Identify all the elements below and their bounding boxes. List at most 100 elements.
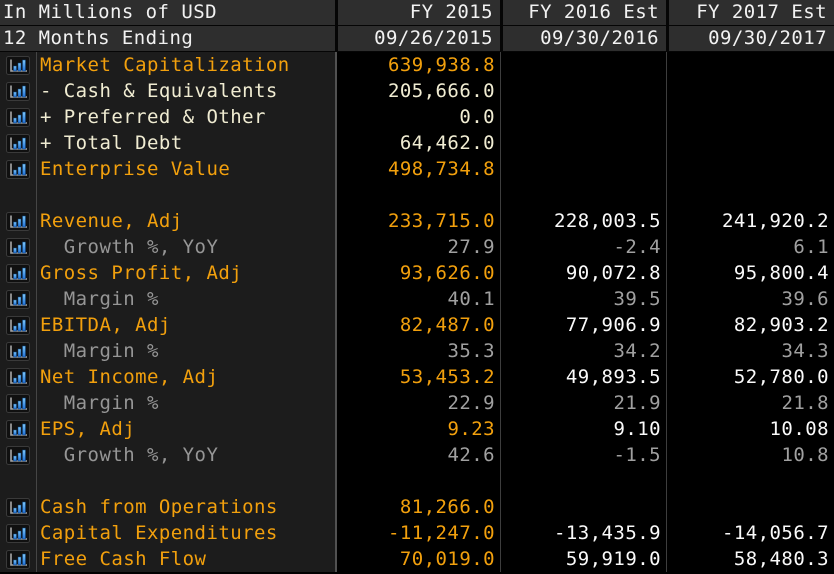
- row-label[interactable]: Revenue, Adj: [36, 208, 335, 234]
- row-label[interactable]: EPS, Adj: [36, 416, 335, 442]
- cell-fy2017-est: [666, 494, 834, 520]
- cell-fy2015: [335, 468, 500, 494]
- cell-fy2017-est: [666, 104, 834, 130]
- spacer-row: [0, 182, 834, 208]
- table-row: Free Cash Flow 70,019.0 59,919.0 58,480.3: [0, 546, 834, 572]
- row-label[interactable]: Market Capitalization: [36, 52, 335, 78]
- cell-fy2016-est: [500, 104, 666, 130]
- cell-fy2015: 70,019.0: [335, 546, 500, 572]
- bar-chart-icon[interactable]: [0, 494, 36, 520]
- cell-fy2015: 27.9: [335, 234, 500, 260]
- cell-fy2017-est: 10.08: [666, 416, 834, 442]
- header-date-fy2015[interactable]: 09/26/2015: [335, 26, 500, 52]
- row-label[interactable]: Net Income, Adj: [36, 364, 335, 390]
- table-row: Gross Profit, Adj 93,626.0 90,072.8 95,800.…: [0, 260, 834, 286]
- cell-fy2016-est: -1.5: [500, 442, 666, 468]
- header-date-fy2016[interactable]: 09/30/2016: [500, 26, 666, 52]
- cell-fy2015: 40.1: [335, 286, 500, 312]
- bar-chart-icon[interactable]: [0, 260, 36, 286]
- cell-fy2017-est: 241,920.2: [666, 208, 834, 234]
- bar-chart-icon[interactable]: [0, 286, 36, 312]
- header-period-fy2016-est[interactable]: FY 2016 Est: [500, 0, 666, 26]
- cell-fy2015: 0.0: [335, 104, 500, 130]
- cell-fy2017-est: [666, 52, 834, 78]
- cell-fy2016-est: 228,003.5: [500, 208, 666, 234]
- icon-cell-empty: [0, 468, 36, 494]
- row-label: [36, 468, 335, 494]
- cell-fy2017-est: 58,480.3: [666, 546, 834, 572]
- cell-fy2017-est: [666, 130, 834, 156]
- table-row: Capital Expenditures -11,247.0 -13,435.9 -1…: [0, 520, 834, 546]
- bar-chart-icon[interactable]: [0, 130, 36, 156]
- row-label: [36, 182, 335, 208]
- spacer-row: [0, 468, 834, 494]
- table-row: Revenue, Adj 233,715.0 228,003.5 241,920.2: [0, 208, 834, 234]
- header-period-row: In Millions of USD FY 2015 FY 2016 Est F…: [0, 0, 834, 26]
- bar-chart-icon[interactable]: [0, 520, 36, 546]
- cell-fy2015: 82,487.0: [335, 312, 500, 338]
- months-ending-label: 12 Months Ending: [0, 26, 335, 52]
- table-row: Cash from Operations 81,266.0: [0, 494, 834, 520]
- row-label[interactable]: Free Cash Flow: [36, 546, 335, 572]
- bar-chart-icon[interactable]: [0, 156, 36, 182]
- row-label[interactable]: Capital Expenditures: [36, 520, 335, 546]
- bar-chart-icon[interactable]: [0, 78, 36, 104]
- table-row: Margin % 35.3 34.2 34.3: [0, 338, 834, 364]
- row-label[interactable]: + Preferred & Other: [36, 104, 335, 130]
- cell-fy2016-est: 59,919.0: [500, 546, 666, 572]
- cell-fy2015: 81,266.0: [335, 494, 500, 520]
- row-label[interactable]: Cash from Operations: [36, 494, 335, 520]
- cell-fy2017-est: [666, 468, 834, 494]
- bar-chart-icon[interactable]: [0, 104, 36, 130]
- bar-chart-icon[interactable]: [0, 338, 36, 364]
- row-label[interactable]: Growth %, YoY: [36, 234, 335, 260]
- bar-chart-icon[interactable]: [0, 546, 36, 572]
- row-label[interactable]: + Total Debt: [36, 130, 335, 156]
- table-body: Market Capitalization 639,938.8- Cash & E…: [0, 52, 834, 572]
- header-period-fy2017-est[interactable]: FY 2017 Est: [666, 0, 834, 26]
- bar-chart-icon[interactable]: [0, 442, 36, 468]
- cell-fy2016-est: [500, 494, 666, 520]
- bar-chart-icon[interactable]: [0, 52, 36, 78]
- cell-fy2015: 233,715.0: [335, 208, 500, 234]
- row-label[interactable]: Enterprise Value: [36, 156, 335, 182]
- row-label[interactable]: - Cash & Equivalents: [36, 78, 335, 104]
- cell-fy2015: 205,666.0: [335, 78, 500, 104]
- table-row: + Preferred & Other 0.0: [0, 104, 834, 130]
- bar-chart-icon[interactable]: [0, 234, 36, 260]
- header-date-row: 12 Months Ending 09/26/2015 09/30/2016 0…: [0, 26, 834, 52]
- cell-fy2015: 93,626.0: [335, 260, 500, 286]
- header-date-fy2017[interactable]: 09/30/2017: [666, 26, 834, 52]
- cell-fy2016-est: [500, 130, 666, 156]
- cell-fy2017-est: -14,056.7: [666, 520, 834, 546]
- bar-chart-icon[interactable]: [0, 390, 36, 416]
- table-row: EPS, Adj 9.23 9.10 10.08: [0, 416, 834, 442]
- cell-fy2016-est: 90,072.8: [500, 260, 666, 286]
- bar-chart-icon[interactable]: [0, 416, 36, 442]
- row-label[interactable]: EBITDA, Adj: [36, 312, 335, 338]
- row-label[interactable]: Gross Profit, Adj: [36, 260, 335, 286]
- cell-fy2017-est: 52,780.0: [666, 364, 834, 390]
- table-row: Margin % 40.1 39.5 39.6: [0, 286, 834, 312]
- cell-fy2016-est: [500, 468, 666, 494]
- row-label[interactable]: Margin %: [36, 338, 335, 364]
- row-label[interactable]: Margin %: [36, 390, 335, 416]
- cell-fy2017-est: 82,903.2: [666, 312, 834, 338]
- header-period-fy2015[interactable]: FY 2015: [335, 0, 500, 26]
- cell-fy2016-est: 34.2: [500, 338, 666, 364]
- table-row: Growth %, YoY 27.9 -2.4 6.1: [0, 234, 834, 260]
- table-row: + Total Debt 64,462.0: [0, 130, 834, 156]
- bar-chart-icon[interactable]: [0, 208, 36, 234]
- cell-fy2016-est: 39.5: [500, 286, 666, 312]
- cell-fy2015: 35.3: [335, 338, 500, 364]
- row-label[interactable]: Margin %: [36, 286, 335, 312]
- cell-fy2016-est: 49,893.5: [500, 364, 666, 390]
- table-row: EBITDA, Adj 82,487.0 77,906.9 82,903.2: [0, 312, 834, 338]
- cell-fy2016-est: -13,435.9: [500, 520, 666, 546]
- bar-chart-icon[interactable]: [0, 364, 36, 390]
- icon-cell-empty: [0, 182, 36, 208]
- bar-chart-icon[interactable]: [0, 312, 36, 338]
- row-label[interactable]: Growth %, YoY: [36, 442, 335, 468]
- cell-fy2015: 498,734.8: [335, 156, 500, 182]
